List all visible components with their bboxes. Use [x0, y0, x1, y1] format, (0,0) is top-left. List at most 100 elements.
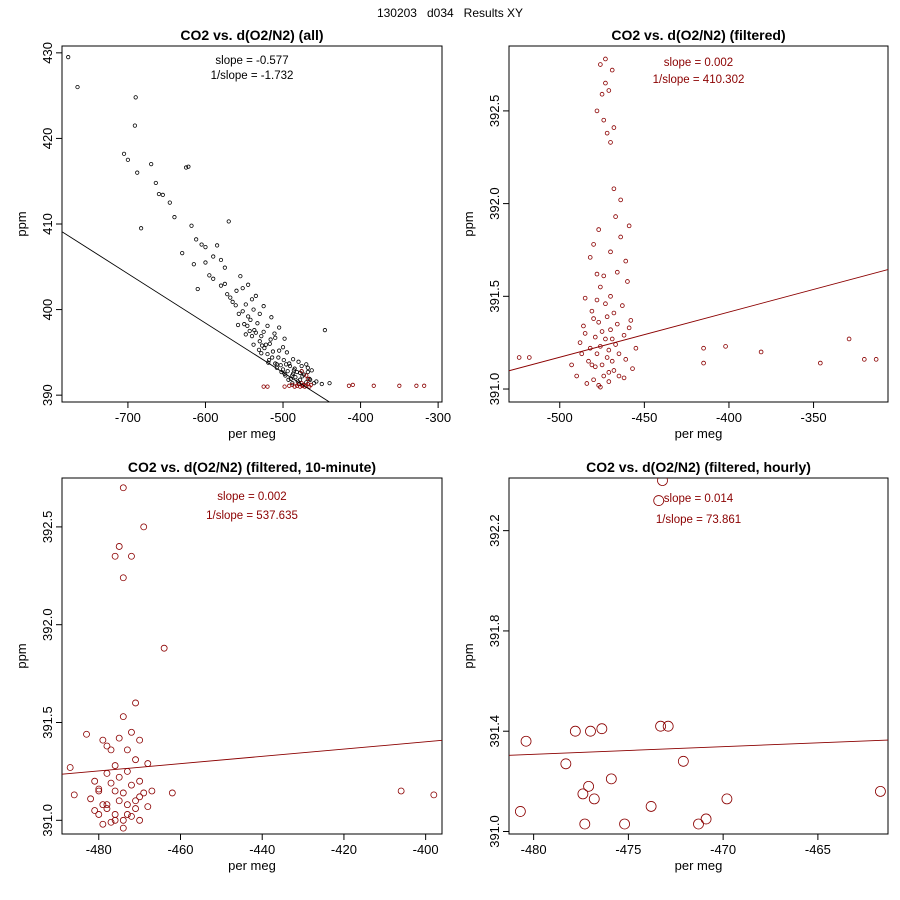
data-point	[589, 308, 595, 314]
data-point	[261, 384, 266, 389]
data-point	[259, 334, 264, 339]
data-point	[601, 117, 607, 123]
data-point	[103, 769, 111, 777]
data-point	[301, 372, 307, 377]
data-point	[626, 325, 632, 331]
regression-line	[62, 739, 442, 775]
y-tick-label: 430	[40, 42, 55, 64]
inverse-slope-annotation: 1/slope = 537.635	[206, 510, 298, 522]
data-point	[259, 351, 264, 356]
data-point	[253, 293, 258, 298]
data-point	[270, 355, 275, 360]
data-point	[633, 345, 639, 351]
x-axis-label: per meg	[675, 858, 723, 873]
data-point	[653, 495, 665, 506]
y-tick-label: 391.0	[40, 804, 55, 837]
data-point	[677, 755, 689, 767]
plot-area	[509, 56, 888, 390]
data-point	[609, 358, 615, 364]
x-tick-label: -465	[805, 842, 831, 857]
data-point	[297, 384, 303, 389]
y-tick-label: 420	[40, 128, 55, 150]
data-point	[132, 123, 137, 128]
data-point	[218, 257, 224, 263]
y-tick-label: 391.4	[487, 715, 502, 748]
data-point	[257, 311, 262, 316]
data-point	[862, 357, 867, 362]
x-axis-label: per meg	[675, 426, 723, 441]
data-point	[172, 215, 177, 220]
data-point	[262, 345, 267, 351]
data-point	[701, 345, 706, 351]
data-point	[414, 383, 419, 388]
data-point	[139, 226, 144, 231]
data-point	[623, 357, 629, 362]
data-point	[111, 787, 119, 795]
data-point	[603, 336, 608, 342]
data-point	[603, 301, 608, 307]
data-point	[263, 342, 269, 347]
y-tick-label: 392.0	[487, 187, 502, 220]
data-point	[314, 379, 319, 384]
data-point	[234, 288, 239, 293]
x-tick-label: -600	[192, 410, 218, 425]
data-point	[596, 227, 601, 232]
x-axis-label: per meg	[228, 858, 276, 873]
data-point	[228, 295, 233, 300]
data-point	[248, 317, 253, 322]
x-tick-label: -300	[425, 410, 451, 425]
data-point	[265, 384, 270, 389]
data-point	[247, 328, 252, 334]
data-point	[270, 349, 276, 354]
data-point	[195, 286, 200, 292]
data-point	[296, 359, 301, 364]
data-point	[322, 328, 327, 333]
y-tick-label: 392.2	[487, 514, 502, 547]
data-point	[350, 382, 355, 387]
data-point	[240, 286, 245, 291]
data-point	[560, 758, 572, 770]
data-point	[604, 314, 610, 320]
chart-title: CO2 vs. d(O2/N2) (all)	[180, 27, 323, 43]
data-point	[282, 384, 287, 389]
data-point	[236, 311, 241, 316]
data-point	[601, 273, 607, 279]
data-point	[243, 332, 248, 337]
x-tick-label: -480	[521, 842, 547, 857]
data-point	[527, 355, 532, 360]
data-point	[261, 329, 266, 334]
data-point	[586, 358, 591, 364]
data-point	[136, 736, 144, 744]
data-point	[614, 269, 620, 275]
data-point	[249, 334, 255, 339]
data-point	[346, 383, 352, 388]
data-point	[140, 789, 148, 797]
data-point	[606, 347, 612, 353]
x-tick-label: -420	[331, 842, 357, 857]
data-point	[621, 375, 627, 381]
x-tick-label: -440	[249, 842, 275, 857]
data-point	[846, 336, 852, 342]
data-point	[233, 303, 238, 308]
data-point	[875, 785, 886, 797]
y-tick-label: 390	[40, 384, 55, 406]
data-point	[107, 818, 115, 826]
y-tick-label: 392.5	[487, 95, 502, 128]
y-tick-label: 391.0	[487, 815, 502, 848]
data-point	[606, 370, 612, 375]
data-point	[70, 791, 78, 799]
data-point	[95, 787, 103, 795]
data-point	[616, 373, 622, 379]
data-point	[149, 161, 154, 167]
data-point	[235, 322, 241, 328]
data-point	[189, 223, 194, 228]
data-point	[115, 543, 123, 550]
data-point	[240, 309, 245, 314]
data-point	[591, 242, 596, 247]
data-point	[609, 67, 615, 73]
data-point	[293, 375, 298, 380]
y-tick-label: 400	[40, 299, 55, 321]
y-axis-label: ppm	[14, 211, 29, 236]
data-point	[585, 725, 596, 737]
data-point	[160, 644, 168, 652]
